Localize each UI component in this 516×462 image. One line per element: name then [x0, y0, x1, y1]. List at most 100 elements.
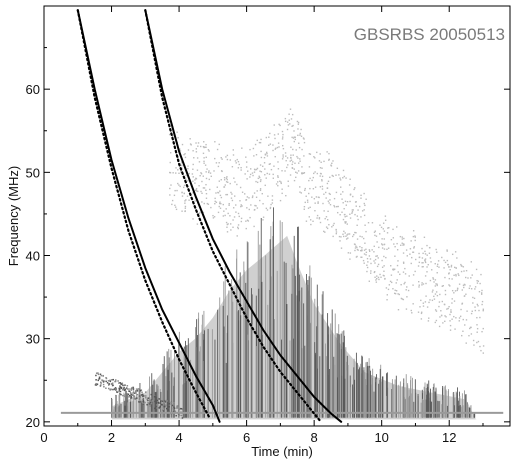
emission-speckle: [460, 263, 462, 266]
emission-speckle: [402, 244, 404, 246]
emission-speckle: [159, 402, 162, 404]
emission-speckle: [204, 164, 207, 166]
emission-speckle: [422, 262, 424, 264]
emission-speckle: [222, 215, 225, 217]
emission-speckle: [255, 168, 258, 171]
emission-speckle: [235, 211, 237, 213]
emission-speckle: [427, 263, 429, 266]
emission-speckle: [386, 232, 389, 234]
emission-speckle: [186, 195, 189, 197]
emission-speckle: [345, 177, 347, 179]
emission-speckle: [272, 149, 274, 152]
emission-speckle: [414, 235, 416, 237]
emission-speckle: [431, 299, 434, 302]
emission-speckle: [396, 242, 398, 245]
emission-speckle: [476, 303, 479, 306]
emission-speckle: [274, 137, 276, 140]
emission-speckle: [363, 249, 366, 251]
emission-speckle: [285, 159, 287, 162]
emission-speckle: [290, 146, 292, 148]
emission-speckle: [475, 268, 478, 271]
emission-speckle: [458, 317, 461, 319]
emission-speckle: [321, 185, 324, 188]
emission-speckle: [415, 258, 417, 261]
emission-speckle: [227, 212, 229, 215]
emission-speckle: [381, 266, 384, 268]
emission-speckle: [335, 232, 337, 235]
emission-speckle: [188, 199, 190, 201]
emission-speckle: [105, 387, 107, 389]
emission-speckle: [349, 193, 352, 195]
emission-speckle: [168, 402, 171, 405]
emission-speckle: [230, 229, 232, 231]
emission-speckle: [438, 301, 441, 303]
emission-speckle: [149, 399, 151, 402]
emission-speckle: [479, 316, 481, 319]
emission-harmonic: [168, 108, 485, 354]
emission-speckle: [468, 287, 471, 290]
emission-speckle: [181, 210, 183, 212]
emission-speckle: [440, 314, 443, 317]
emission-speckle: [134, 392, 136, 394]
emission-speckle: [324, 217, 326, 220]
emission-speckle: [328, 159, 330, 161]
emission-speckle: [171, 401, 173, 404]
emission-speckle: [131, 387, 133, 390]
emission-speckle: [373, 260, 375, 262]
emission-speckle: [130, 388, 132, 390]
emission-speckle: [312, 176, 314, 179]
emission-speckle: [209, 188, 211, 191]
emission-speckle: [100, 382, 102, 384]
emission-speckle: [204, 146, 206, 149]
emission-speckle: [98, 377, 101, 380]
emission-speckle: [103, 385, 105, 388]
emission-speckle: [373, 231, 376, 233]
y-tick-label: 50: [26, 165, 40, 180]
emission-speckle: [479, 282, 481, 285]
emission-speckle: [443, 267, 445, 269]
emission-speckle: [420, 299, 422, 302]
emission-speckle: [149, 397, 151, 399]
emission-speckle: [253, 225, 255, 228]
emission-speckle: [449, 285, 451, 287]
emission-speckle: [187, 180, 189, 182]
emission-speckle: [447, 263, 449, 266]
emission-speckle: [277, 168, 280, 170]
emission-speckle: [392, 268, 394, 271]
emission-speckle: [472, 302, 474, 304]
emission-speckle: [476, 279, 478, 282]
emission-speckle: [241, 147, 243, 149]
emission-speckle: [459, 315, 462, 318]
emission-speckle: [198, 185, 200, 187]
emission-speckle: [430, 261, 432, 263]
emission-speckle: [335, 174, 337, 176]
emission-speckle: [381, 259, 383, 262]
emission-speckle: [220, 202, 222, 205]
emission-speckle: [272, 177, 275, 179]
emission-speckle: [245, 166, 248, 168]
emission-speckle: [482, 309, 484, 312]
emission-speckle: [269, 132, 271, 135]
emission-speckle: [236, 183, 238, 186]
emission-speckle: [279, 124, 281, 127]
emission-speckle: [422, 305, 425, 307]
emission-speckle: [119, 393, 121, 395]
emission-speckle: [349, 258, 351, 260]
emission-speckle: [240, 169, 242, 171]
emission-speckle: [182, 409, 184, 411]
emission-speckle: [288, 119, 290, 121]
emission-speckle: [177, 169, 179, 171]
emission-speckle: [277, 184, 279, 187]
emission-speckle: [205, 177, 208, 180]
emission-speckle: [363, 214, 366, 217]
emission-speckle: [354, 201, 357, 203]
emission-speckle: [314, 210, 316, 212]
x-tick-label: 4: [175, 430, 182, 445]
emission-speckle: [195, 190, 198, 192]
emission-speckle: [383, 243, 386, 246]
emission-speckle: [138, 393, 141, 396]
emission-speckle: [383, 255, 385, 258]
emission-speckle: [451, 302, 453, 304]
emission-speckle: [394, 292, 397, 295]
emission-speckle: [299, 132, 302, 135]
